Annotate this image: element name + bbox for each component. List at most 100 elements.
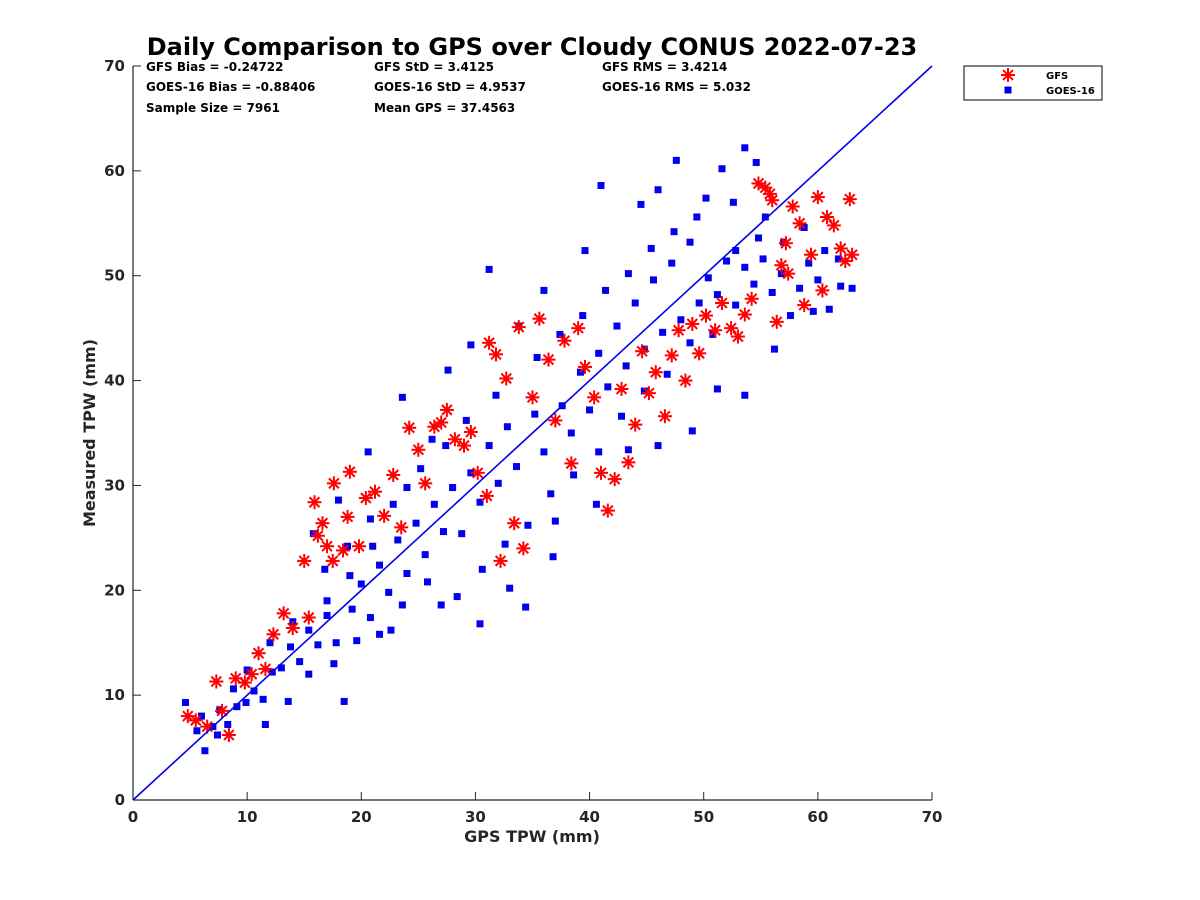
goes-16-point <box>809 307 817 315</box>
gfs-point <box>628 417 643 432</box>
goes-16-point <box>323 611 331 619</box>
goes-16-point <box>233 703 241 711</box>
goes-16-point <box>654 186 662 194</box>
x-tick-label: 70 <box>922 808 943 826</box>
stat-goes-rms: GOES-16 RMS = 5.032 <box>602 80 751 94</box>
x-tick-label: 50 <box>693 808 714 826</box>
gfs-point <box>439 402 454 417</box>
goes-16-point <box>602 286 610 294</box>
gfs-point <box>463 424 478 439</box>
stat-goes-bias: GOES-16 Bias = -0.88406 <box>146 80 315 94</box>
gfs-point <box>664 348 679 363</box>
gfs-point <box>325 553 340 568</box>
gfs-point <box>692 346 707 361</box>
goes-16-point <box>686 238 694 246</box>
gfs-point <box>593 465 608 480</box>
goes-16-point <box>718 165 726 173</box>
gfs-point <box>285 621 300 636</box>
data-layer <box>180 144 860 755</box>
goes-16-point <box>305 670 313 678</box>
gfs-point <box>804 247 819 262</box>
goes-16-point <box>540 448 548 456</box>
goes-16-point <box>348 605 356 613</box>
gfs-point <box>845 247 860 262</box>
goes-16-point <box>581 247 589 255</box>
goes-16-point <box>485 265 493 273</box>
goes-16-point <box>741 144 749 152</box>
goes-16-point <box>597 182 605 190</box>
goes-16-point <box>453 593 461 601</box>
goes-16-point <box>213 731 221 739</box>
goes-16-point <box>752 158 760 166</box>
gfs-point <box>301 610 316 625</box>
gfs-point <box>488 347 503 362</box>
goes-16-point <box>250 687 258 695</box>
goes-16-point <box>770 345 778 353</box>
goes-16-point <box>224 721 232 729</box>
gfs-point <box>648 365 663 380</box>
goes-16-point <box>814 276 822 284</box>
goes-16-point <box>430 500 438 508</box>
goes-16-point <box>686 339 694 347</box>
goes-16-point <box>695 299 703 307</box>
gfs-point <box>621 455 636 470</box>
gfs-point <box>244 667 259 682</box>
gfs-point <box>714 295 729 310</box>
goes-16-point <box>421 551 429 559</box>
gfs-point <box>188 713 203 728</box>
goes-16-point <box>494 479 502 487</box>
goes-16-point <box>229 685 237 693</box>
goes-16-point <box>677 316 685 324</box>
y-tick-label: 40 <box>104 372 125 390</box>
goes-16-point <box>506 584 514 592</box>
goes-16-point <box>321 565 329 573</box>
gfs-point <box>276 606 291 621</box>
gfs-point <box>578 359 593 374</box>
goes-16-point <box>640 387 648 395</box>
x-axis-label: GPS TPW (mm) <box>464 827 600 846</box>
y-tick-label: 70 <box>104 57 125 75</box>
y-axis-label: Measured TPW (mm) <box>80 339 99 527</box>
stats-block: GFS Bias = -0.24722 GFS StD = 3.4125 GFS… <box>146 60 751 115</box>
gfs-point <box>336 543 351 558</box>
gfs-point <box>418 476 433 491</box>
goes-16-point <box>549 553 557 561</box>
legend: GFS GOES-16 <box>963 65 1103 101</box>
goes-16-point <box>442 442 450 450</box>
goes-16-point <box>821 247 829 255</box>
gfs-point <box>367 484 382 499</box>
goes-16-point <box>713 291 721 299</box>
goes-16-point <box>467 341 475 349</box>
gfs-point <box>470 465 485 480</box>
series-gfs <box>180 176 860 742</box>
goes-16-point <box>357 580 365 588</box>
stat-goes-std: GOES-16 StD = 4.9537 <box>374 80 526 94</box>
legend-label-goes-16: GOES-16 <box>1046 86 1095 97</box>
goes-16-point <box>624 446 632 454</box>
goes-16-point <box>759 255 767 263</box>
gfs-point <box>792 216 807 231</box>
y-tick-label: 20 <box>104 581 125 599</box>
goes-16-point <box>197 712 205 720</box>
goes-16-point <box>428 435 436 443</box>
goes-16-point <box>622 362 630 370</box>
goes-16-point <box>423 578 431 586</box>
gfs-point <box>352 539 367 554</box>
gfs-point <box>737 307 752 322</box>
goes-16-point <box>768 288 776 296</box>
goes-16-point <box>825 305 833 313</box>
goes-16-point <box>624 270 632 278</box>
gfs-point <box>237 675 252 690</box>
gfs-point <box>402 420 417 435</box>
goes-16-point <box>837 282 845 290</box>
goes-16-point <box>524 521 532 529</box>
goes-16-point <box>201 747 209 755</box>
gfs-point <box>765 193 780 208</box>
goes-16-point <box>449 484 457 492</box>
gfs-point <box>708 323 723 338</box>
gfs-point <box>607 472 622 487</box>
gfs-point <box>525 390 540 405</box>
goes-16-point <box>394 536 402 544</box>
gfs-point <box>266 627 281 642</box>
